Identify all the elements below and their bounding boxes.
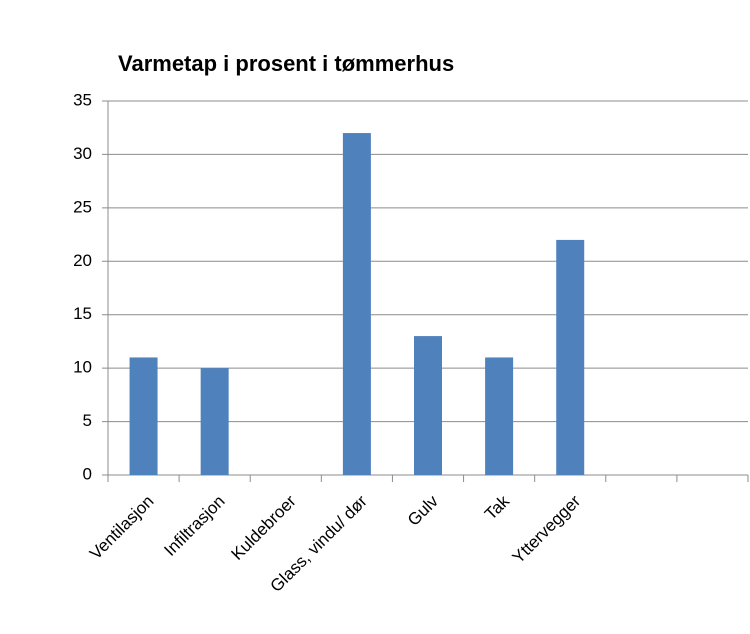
x-tick-label: Gulv — [404, 491, 443, 530]
y-tick-label: 35 — [73, 90, 92, 109]
y-tick-label: 15 — [73, 304, 92, 323]
bar — [414, 336, 442, 475]
x-tick-label: Ventilasjon — [86, 492, 158, 564]
y-tick-label: 10 — [73, 358, 92, 377]
bar — [129, 357, 158, 475]
x-tick-label: Infiltrasjon — [160, 492, 228, 560]
bar — [200, 368, 229, 475]
x-tick-label: Tak — [481, 491, 513, 523]
bar — [342, 133, 371, 476]
bar — [556, 239, 585, 475]
y-tick-label: 30 — [73, 144, 92, 163]
chart-title: Varmetap i prosent i tømmerhus — [118, 51, 454, 76]
x-tick-label: Yttervegger — [509, 491, 585, 567]
y-tick-label: 20 — [73, 251, 92, 270]
bar — [485, 357, 514, 475]
x-tick-label: Kuldebroer — [228, 491, 300, 563]
y-tick-label: 0 — [83, 464, 92, 483]
y-tick-label: 5 — [83, 411, 92, 430]
y-tick-label: 25 — [73, 197, 92, 216]
